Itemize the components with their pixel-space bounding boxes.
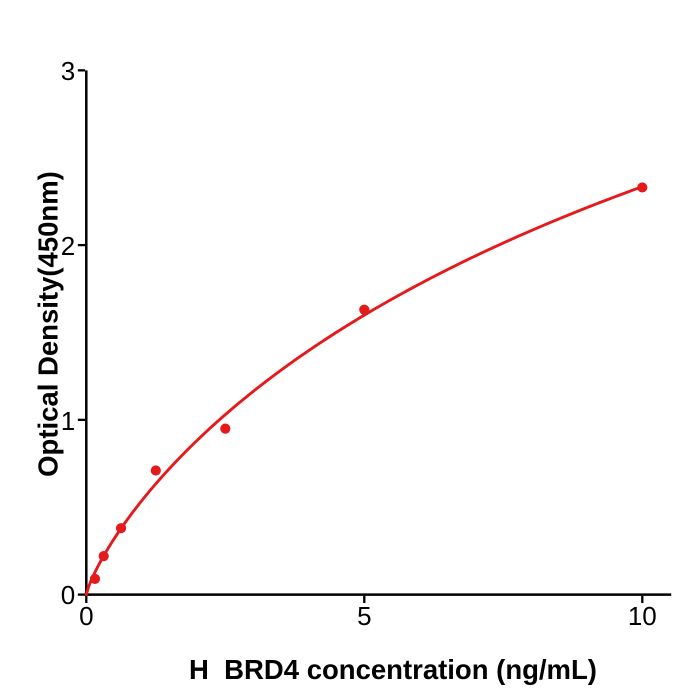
y-tick-label: 0 [60, 580, 76, 611]
x-tick-label: 10 [627, 601, 657, 632]
y-tick-label: 2 [60, 230, 76, 261]
y-tick-label: 3 [60, 56, 76, 87]
data-point [220, 423, 231, 434]
data-point [89, 573, 101, 584]
data-point [359, 304, 370, 315]
data-point [115, 523, 127, 534]
data-point [98, 551, 109, 562]
fit-curve [84, 185, 644, 597]
data-points [89, 182, 648, 584]
fit-curve-path [84, 185, 644, 597]
data-point [150, 465, 161, 476]
x-tick-label: 0 [79, 601, 94, 632]
axes-ticks [77, 69, 644, 604]
x-tick-label: 5 [357, 601, 372, 632]
axes-spines [85, 70, 672, 596]
y-tick-label: 1 [60, 405, 76, 436]
x-axis-label: H BRD4 concentration (ng/mL) [189, 653, 597, 685]
y-axis-label: Optical Density(450nm) [32, 170, 64, 477]
data-point [637, 182, 648, 193]
